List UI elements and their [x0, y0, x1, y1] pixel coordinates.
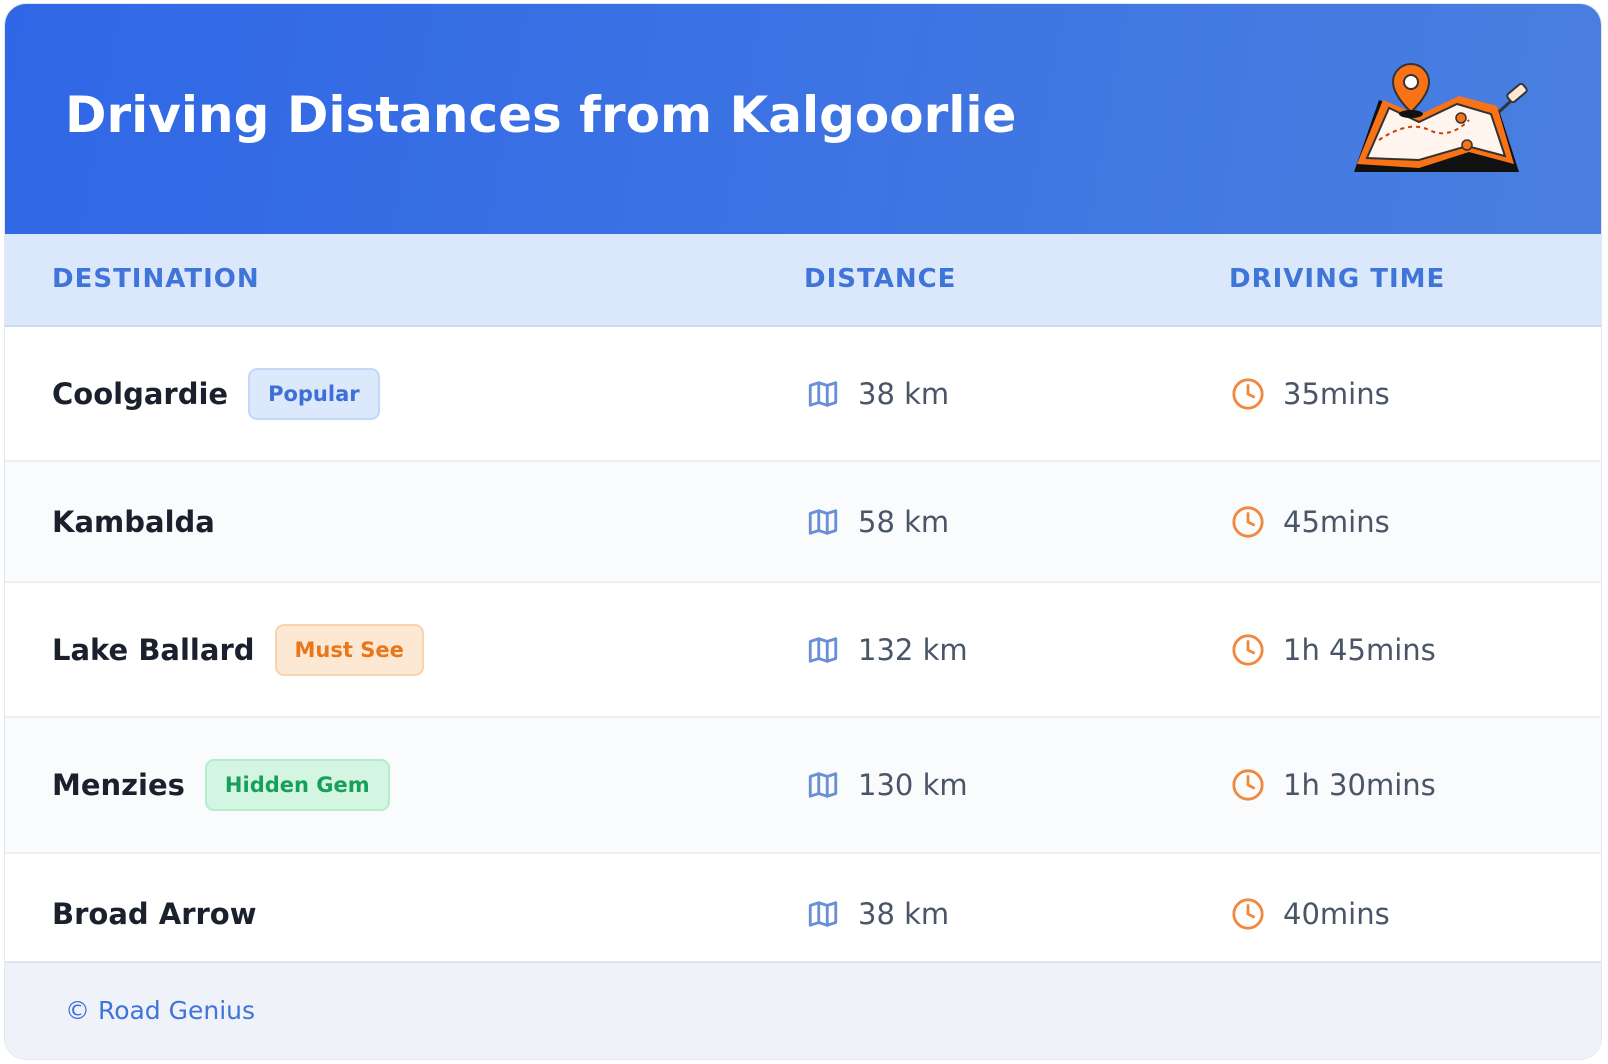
clock-icon — [1232, 769, 1264, 801]
table-row: Coolgardie Popular 38 km 35mins — [5, 327, 1601, 462]
time-cell: 45mins — [1231, 462, 1390, 581]
map-icon — [808, 772, 838, 798]
badge: Popular — [248, 367, 380, 420]
table-row: Broad Arrow 38 km 40mins — [5, 854, 1601, 976]
driving-time: 1h 45mins — [1283, 632, 1436, 667]
distance: 130 km — [858, 768, 968, 802]
clock-icon — [1232, 633, 1264, 666]
credit: © Road Genius — [65, 996, 256, 1025]
time-cell: 40mins — [1231, 854, 1390, 974]
driving-time: 35mins — [1283, 376, 1390, 411]
destination: Lake Ballard — [52, 632, 255, 667]
distance-cell: 38 km — [806, 854, 949, 974]
table-header: DESTINATION DISTANCE DRIVING TIME — [5, 234, 1601, 327]
destination-cell: Lake Ballard Must See — [52, 583, 424, 716]
footer: © Road Genius — [5, 961, 1601, 1059]
clock-icon — [1232, 898, 1264, 930]
clock-icon — [1232, 505, 1264, 538]
map-icon — [1354, 62, 1528, 172]
driving-time: 40mins — [1283, 897, 1390, 931]
distance-cell: 132 km — [806, 583, 968, 716]
distance-cell: 58 km — [806, 462, 949, 581]
table-body: Coolgardie Popular 38 km 35mins Kambalda 58 k… — [5, 327, 1601, 976]
destination-cell: Menzies Hidden Gem — [52, 718, 390, 852]
time-cell: 35mins — [1231, 327, 1390, 460]
destination-cell: Kambalda — [52, 462, 215, 581]
table-row: Menzies Hidden Gem 130 km 1h 30mins — [5, 718, 1601, 854]
destination: Kambalda — [52, 504, 215, 539]
title: Driving Distances from Kalgoorlie — [65, 86, 1017, 144]
distance-cell: 38 km — [806, 327, 949, 460]
destination: Broad Arrow — [52, 897, 257, 931]
distance: 58 km — [858, 504, 950, 539]
column-header: DISTANCE — [804, 264, 957, 294]
destination: Coolgardie — [52, 376, 229, 411]
distance: 38 km — [858, 376, 950, 411]
time-cell: 1h 30mins — [1231, 718, 1436, 852]
badge: Hidden Gem — [204, 759, 390, 811]
column-header: DESTINATION — [52, 264, 260, 294]
driving-time: 45mins — [1283, 504, 1390, 539]
clock-icon — [1232, 377, 1264, 410]
distance: 132 km — [858, 632, 968, 667]
destination-cell: Coolgardie Popular — [52, 327, 380, 460]
distance: 38 km — [858, 897, 950, 931]
column-header: DRIVING TIME — [1229, 264, 1446, 294]
map-icon — [808, 901, 838, 927]
badge: Must See — [274, 623, 424, 676]
map-icon — [808, 636, 838, 663]
destination-cell: Broad Arrow — [52, 854, 257, 974]
header: Driving Distances from Kalgoorlie — [5, 4, 1601, 234]
table-row: Kambalda 58 km 45mins — [5, 462, 1601, 583]
driving-time: 1h 30mins — [1283, 768, 1436, 802]
map-icon — [808, 508, 838, 535]
table-row: Lake Ballard Must See 132 km 1h 45mins — [5, 583, 1601, 718]
distance-cell: 130 km — [806, 718, 968, 852]
card: Driving Distances from Kalgoorlie DESTIN… — [4, 3, 1602, 1060]
destination: Menzies — [52, 768, 185, 802]
map-icon — [808, 380, 838, 407]
time-cell: 1h 45mins — [1231, 583, 1436, 716]
